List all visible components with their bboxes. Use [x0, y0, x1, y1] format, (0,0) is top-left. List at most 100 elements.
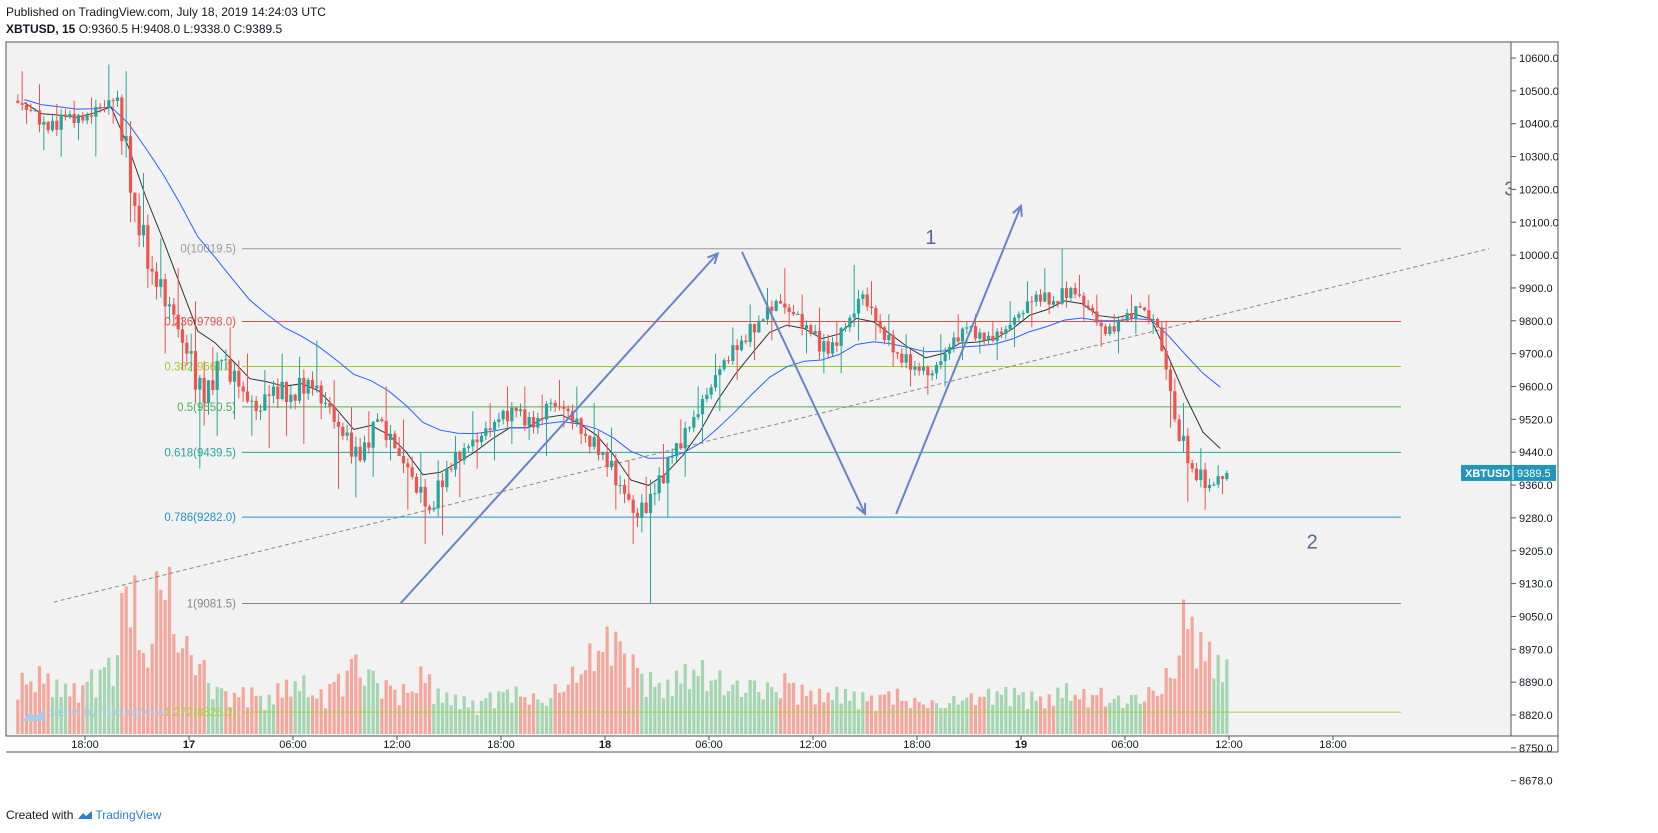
candle-body	[1147, 310, 1151, 321]
candle-body	[653, 493, 657, 495]
candle-body	[852, 313, 856, 318]
volume-bar	[180, 648, 185, 734]
volume-bar	[172, 634, 176, 734]
volume-bar	[362, 685, 367, 734]
candle-body	[89, 115, 94, 117]
candle-body	[952, 337, 956, 348]
volume-bar	[601, 652, 605, 734]
candle-body	[440, 480, 445, 488]
volume-bar	[193, 675, 198, 734]
candle-body	[830, 342, 835, 354]
volume-bar	[1056, 687, 1060, 734]
volume-bar	[661, 698, 666, 734]
candle-body	[726, 360, 731, 362]
volume-bar	[1090, 694, 1095, 734]
volume-bar	[1177, 655, 1181, 734]
candle-body	[895, 352, 900, 354]
tradingview-logo-icon	[78, 811, 93, 819]
candle-body	[735, 345, 739, 351]
tradingview-link[interactable]: TradingView	[77, 808, 161, 822]
candle-body	[588, 435, 592, 447]
volume-bar	[583, 670, 588, 734]
volume-bar	[284, 679, 289, 734]
ema-slow-line	[24, 99, 1221, 459]
volume-bar	[1008, 706, 1012, 734]
time-axis[interactable]: 18:00 17 06:00 12:00 18:00 18 06:00 12:00 18:00 1…	[6, 42, 1559, 753]
volume-bar	[549, 698, 553, 734]
candle-body	[722, 360, 726, 370]
candle-body	[518, 409, 523, 412]
candle-body	[319, 385, 323, 404]
volume-bar	[627, 687, 631, 734]
volume-bar	[1030, 691, 1034, 734]
candle-body	[280, 381, 284, 400]
candle-body	[761, 319, 765, 321]
candle-body	[904, 354, 908, 363]
volume-bar	[796, 704, 800, 734]
volume-bar	[202, 659, 206, 734]
candle-body	[1056, 301, 1060, 304]
x-tick-label: 18:00	[71, 739, 99, 751]
volume-bar	[852, 691, 856, 734]
y-tick-label: 9900.0	[1519, 283, 1553, 295]
candle-body	[787, 307, 791, 313]
x-tick-label: 06:00	[279, 739, 307, 751]
candle-body	[427, 506, 432, 510]
volume-bar	[1004, 686, 1008, 734]
candle-body	[622, 485, 627, 494]
volume-bar	[436, 688, 440, 734]
candle-body	[115, 97, 120, 102]
candle-body	[76, 115, 81, 124]
ohlc-values: O:9360.5 H:9408.0 L:9338.0 C:9389.5	[78, 22, 283, 36]
volume-bar	[280, 697, 284, 734]
candle-body	[63, 114, 68, 118]
candle-body	[523, 409, 527, 426]
candlesticks	[16, 64, 1229, 604]
candle-body	[310, 379, 315, 389]
volume-bar	[384, 679, 388, 734]
trend-line[interactable]	[53, 248, 1490, 603]
volume-bar	[1069, 700, 1073, 734]
candle-body	[163, 279, 167, 307]
volume-bar	[1142, 701, 1147, 734]
candle-body	[276, 386, 280, 400]
plot-area[interactable]	[5, 41, 1512, 737]
candle-body	[315, 385, 319, 389]
volume-bar	[1103, 706, 1108, 734]
candle-body	[1038, 294, 1043, 302]
volume-bar	[579, 674, 583, 734]
x-tick-label: 19	[1015, 739, 1027, 751]
candle-body	[380, 419, 384, 422]
fib-retracement[interactable]: 0(10019.5)0.236(9798.0)0.382(9661.0)0.5(…	[164, 244, 1401, 719]
volume-bar	[501, 692, 505, 734]
volume-bar	[267, 694, 271, 734]
volume-bar	[241, 687, 245, 734]
candle-body	[206, 380, 211, 403]
volume-bar	[289, 696, 293, 734]
candle-body	[947, 347, 952, 354]
volume-bar	[206, 683, 211, 734]
candle-body	[878, 321, 882, 328]
candle-body	[618, 485, 622, 487]
volume-bar	[250, 687, 254, 734]
y-tick-label: 10300.0	[1519, 152, 1559, 164]
candle-body	[540, 417, 544, 420]
volume-bar	[757, 691, 761, 734]
volume-bar	[336, 673, 341, 734]
volume-bar	[410, 691, 414, 734]
candle-body	[492, 421, 497, 431]
volume-bar	[640, 673, 644, 734]
volume-bar	[310, 695, 315, 734]
wave-arrows[interactable]	[399, 203, 1023, 605]
watermark-logo-icon	[22, 709, 44, 721]
candle-body	[159, 279, 163, 287]
candle-body	[614, 460, 618, 486]
candle-body	[50, 120, 55, 131]
candle-body	[180, 329, 185, 343]
candle-body	[978, 332, 982, 339]
candle-body	[700, 399, 705, 415]
volume-bar	[432, 703, 436, 734]
price-axis[interactable]: 10600.0 10500.0 10400.0 10300.0 10200.0 10100…	[1510, 41, 1559, 788]
volume-bar	[72, 683, 76, 734]
